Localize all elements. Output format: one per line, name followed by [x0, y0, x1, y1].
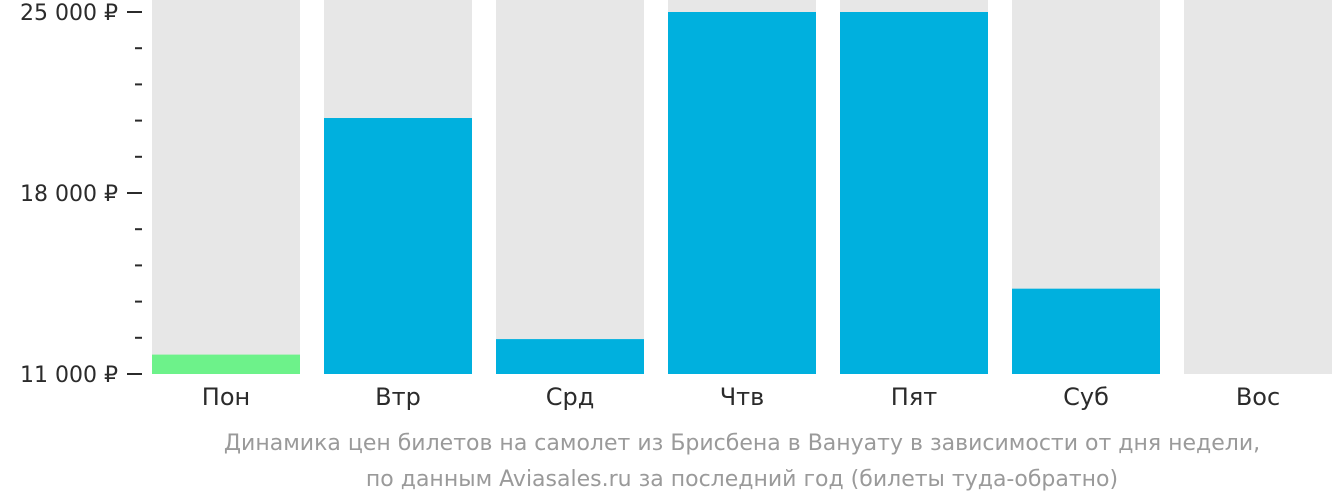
x-tick-label-7: Вос [1236, 383, 1280, 411]
y-tick-label-2: 18 000 ₽ [20, 182, 118, 207]
x-tick-label-6: Суб [1063, 383, 1109, 411]
bar-track-7 [1184, 0, 1332, 374]
x-tick-label-2: Втр [375, 383, 421, 411]
y-tick-label-3: 11 000 ₽ [20, 363, 118, 388]
bar-5 [840, 12, 988, 374]
x-tick-label-1: Пон [202, 383, 250, 411]
bar-track-3 [496, 0, 644, 374]
bar-3 [496, 339, 644, 374]
bar-track-1 [152, 0, 300, 374]
bar-2 [324, 118, 472, 374]
chart-caption-line-2: по данным Aviasales.ru за последний год … [365, 467, 1119, 492]
x-tick-label-3: Срд [546, 383, 595, 411]
bar-4 [668, 12, 816, 374]
chart-caption-line-1: Динамика цен билетов на самолет из Брисб… [223, 431, 1261, 456]
bar-chart: Пон Втр Срд Чтв Пят Суб Вос 25 000 ₽ 18 000 ₽ 11 … [20, 0, 1332, 411]
x-tick-label-4: Чтв [720, 383, 765, 411]
bar-6 [1012, 288, 1160, 374]
bar-1 [152, 354, 300, 374]
x-tick-label-5: Пят [891, 383, 937, 411]
y-tick-label-1: 25 000 ₽ [20, 1, 118, 26]
